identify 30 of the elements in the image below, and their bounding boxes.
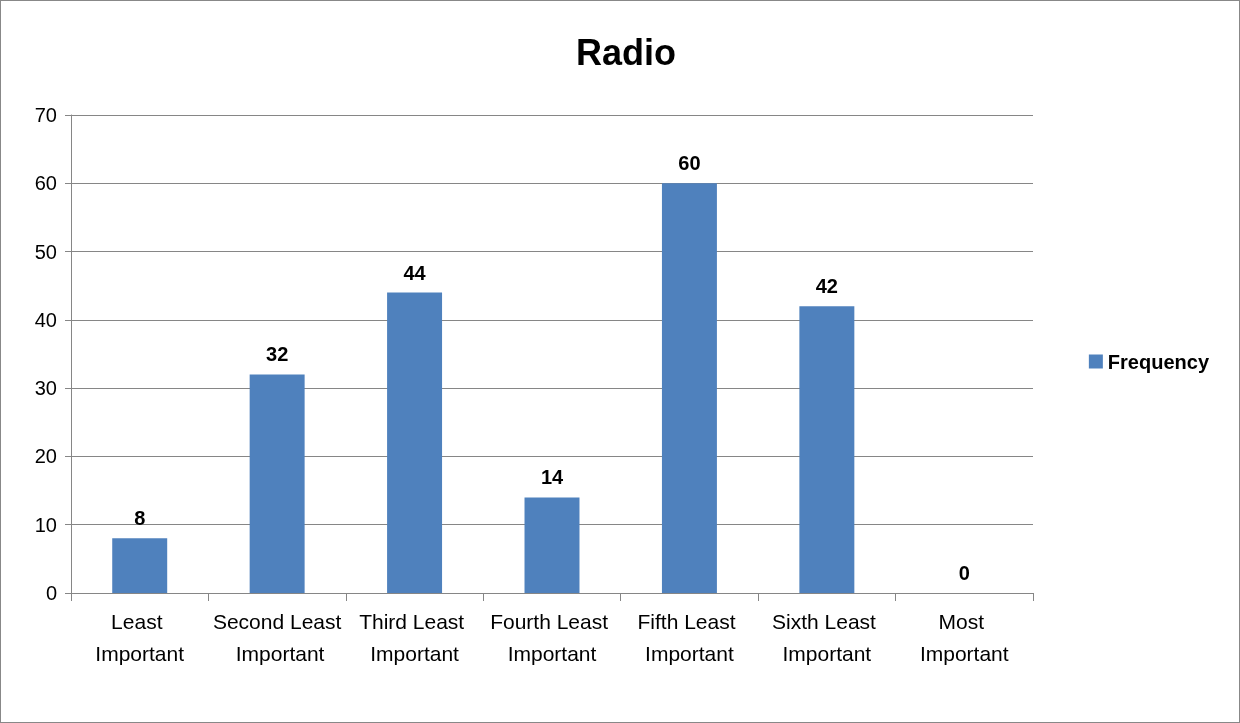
y-tick-label: 10	[34, 513, 57, 536]
x-tick-label: Second Least Important	[212, 609, 342, 665]
data-label: 32	[266, 343, 289, 366]
bar	[661, 183, 717, 593]
x-tick-label: Fourth Least Important	[490, 609, 614, 665]
y-tick-label: 30	[34, 377, 57, 400]
x-tick-label: Most Important	[919, 609, 1009, 665]
bar	[249, 374, 305, 593]
data-label: 14	[540, 466, 564, 489]
data-label: 42	[815, 275, 838, 298]
x-tick-label: Least Important	[95, 609, 185, 665]
data-label: 60	[678, 152, 701, 175]
y-tick-label: 40	[34, 308, 57, 331]
y-tick-label: 0	[45, 582, 57, 604]
bar	[112, 538, 168, 593]
legend-label: Frequency	[1107, 350, 1210, 373]
y-tick-label: 20	[34, 445, 57, 468]
y-tick-label: 70	[34, 104, 57, 126]
y-tick-label: 50	[34, 240, 57, 263]
bar	[799, 306, 855, 593]
chart-title: Radio	[575, 31, 677, 73]
data-label: 0	[958, 562, 970, 584]
y-tick-label: 60	[34, 172, 57, 195]
x-tick-label: Fifth Least Important	[637, 609, 742, 665]
data-label: 8	[134, 507, 146, 530]
data-label: 44	[403, 261, 427, 284]
bar	[387, 292, 443, 593]
x-tick-label: Third Least Important	[359, 609, 471, 665]
bar	[524, 497, 580, 593]
x-tick-label: Sixth Least Important	[771, 609, 882, 665]
